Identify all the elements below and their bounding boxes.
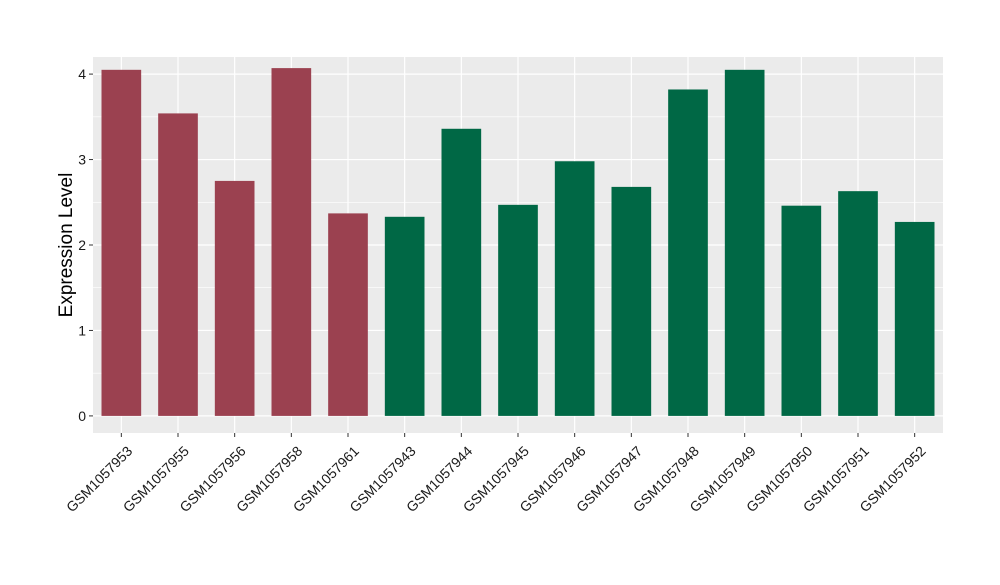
bar-GSM1057947: [611, 186, 652, 416]
bar-GSM1057952: [894, 221, 935, 416]
y-tick-label: 0: [78, 408, 86, 424]
bar-GSM1057949: [724, 69, 765, 416]
x-axis: GSM1057953GSM1057955GSM1057956GSM1057958…: [63, 433, 929, 515]
y-axis-title: Expression Level: [56, 173, 77, 318]
y-tick-label: 4: [78, 66, 86, 82]
y-tick-label: 3: [78, 152, 86, 168]
bar-GSM1057950: [781, 205, 822, 416]
y-axis: 0 1 2 3 4: [78, 66, 93, 424]
bar-GSM1057955: [158, 113, 198, 416]
bar-GSM1057956: [214, 180, 255, 416]
bar-GSM1057948: [668, 89, 708, 416]
bars: [101, 68, 935, 416]
bar-GSM1057945: [498, 204, 538, 416]
bar-GSM1057943: [384, 216, 425, 416]
bar-GSM1057961: [328, 213, 368, 416]
bar-GSM1057944: [441, 128, 482, 416]
y-tick-label: 2: [78, 237, 86, 253]
bar-GSM1057946: [554, 161, 595, 416]
bar-GSM1057958: [271, 68, 312, 416]
y-tick-label: 1: [78, 322, 86, 338]
bar-GSM1057951: [838, 191, 878, 416]
bar-GSM1057953: [101, 69, 142, 416]
